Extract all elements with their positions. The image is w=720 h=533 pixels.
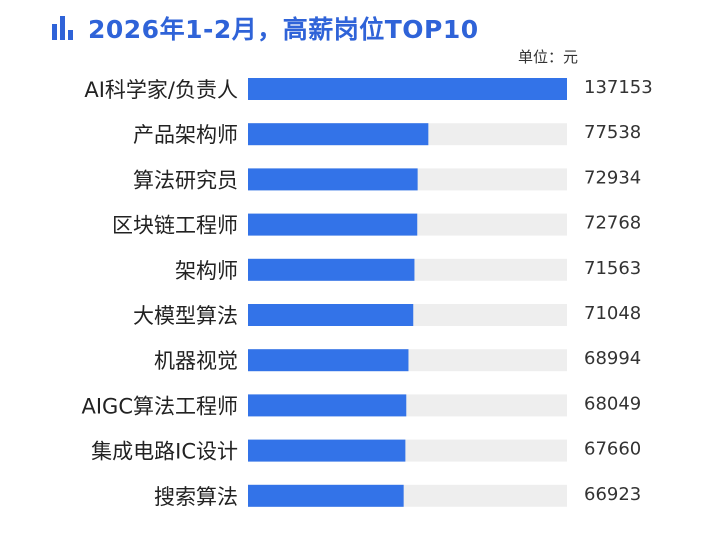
unit-label: 单位：元 bbox=[517, 48, 578, 66]
value-label: 67660 bbox=[584, 439, 641, 460]
title-row: 2026年1-2月，高薪岗位TOP10 bbox=[52, 10, 479, 46]
category-label: 集成电路IC设计 bbox=[91, 440, 238, 464]
category-label: 区块链工程师 bbox=[112, 214, 238, 238]
value-label: 71048 bbox=[584, 303, 641, 324]
value-label: 72768 bbox=[584, 213, 641, 234]
value-label: 68049 bbox=[584, 393, 641, 414]
bar bbox=[248, 123, 429, 146]
value-label: 66923 bbox=[584, 484, 641, 505]
bar bbox=[248, 304, 414, 326]
bar bbox=[248, 168, 418, 191]
category-label: AIGC算法工程师 bbox=[82, 394, 239, 418]
value-label: 137153 bbox=[584, 77, 653, 98]
bar bbox=[248, 78, 567, 100]
category-label: 大模型算法 bbox=[133, 304, 238, 328]
value-label: 68994 bbox=[584, 348, 641, 369]
category-label: 机器视觉 bbox=[154, 349, 238, 373]
bar bbox=[248, 349, 409, 372]
category-label: AI科学家/负责人 bbox=[84, 78, 238, 102]
category-label: 搜索算法 bbox=[154, 485, 238, 509]
page-title: 2026年1-2月，高薪岗位TOP10 bbox=[88, 15, 479, 44]
value-label: 72934 bbox=[584, 167, 641, 188]
category-label: 产品架构师 bbox=[133, 123, 238, 147]
bar bbox=[248, 484, 404, 507]
value-label: 77538 bbox=[584, 122, 641, 143]
value-label: 71563 bbox=[584, 258, 641, 279]
bar bbox=[248, 213, 418, 236]
bar bbox=[248, 439, 406, 462]
bar bbox=[248, 258, 415, 281]
category-label: 架构师 bbox=[175, 259, 238, 283]
bar-chart-icon bbox=[52, 16, 73, 40]
bar bbox=[248, 394, 407, 417]
category-label: 算法研究员 bbox=[133, 168, 238, 192]
